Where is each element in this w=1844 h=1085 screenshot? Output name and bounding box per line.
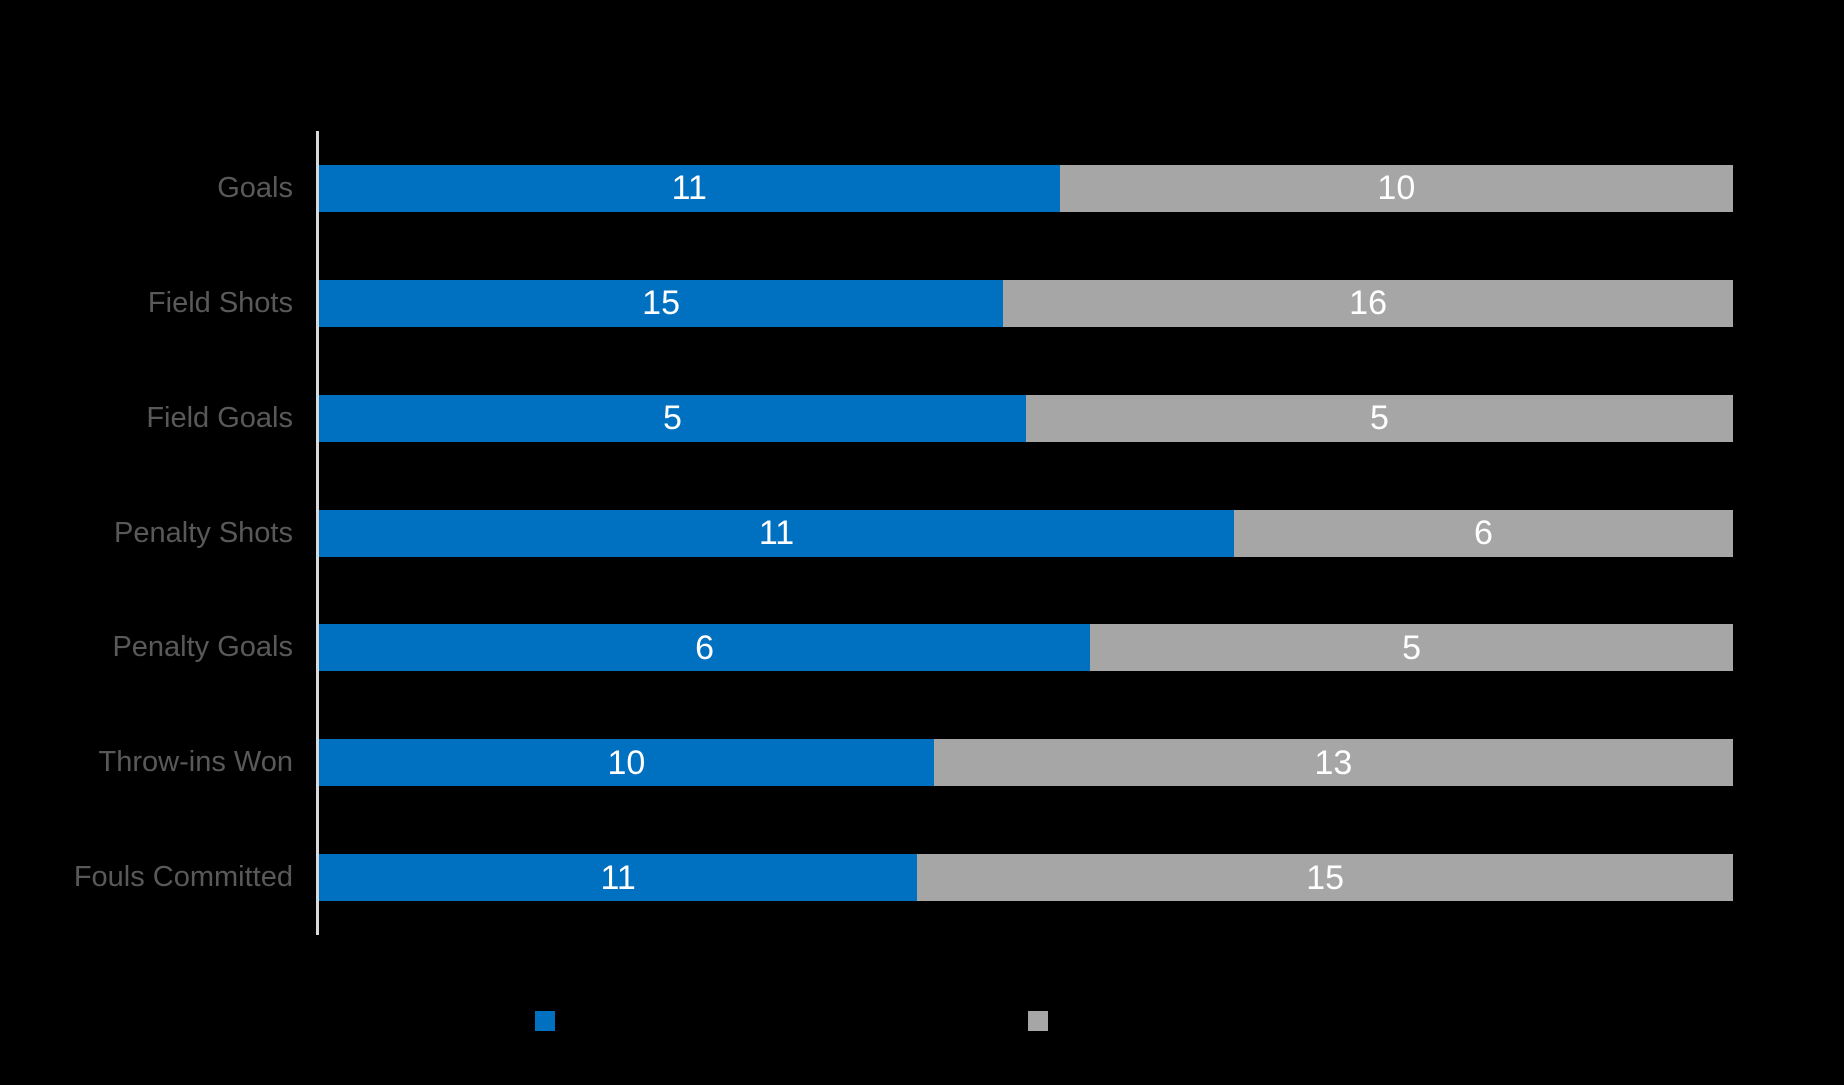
bar-rows: Goals 11 10 Field Shots 15 16 Field Goal… bbox=[74, 131, 1733, 935]
category-label: Goals bbox=[217, 171, 293, 204]
chart-row: Goals 11 10 bbox=[217, 131, 1733, 246]
legend-marker-gray-icon bbox=[1028, 1011, 1048, 1031]
value-label-gray: 5 bbox=[1370, 399, 1389, 438]
value-label-blue: 6 bbox=[695, 628, 715, 667]
value-label-blue: 11 bbox=[600, 858, 636, 897]
category-label: Penalty Shots bbox=[114, 516, 293, 549]
bar-segment-blue: 11 bbox=[319, 509, 1234, 557]
bar-segment-gray: 16 bbox=[1003, 279, 1733, 327]
chart-row: Penalty Goals 6 5 bbox=[112, 590, 1733, 705]
value-label-blue: 10 bbox=[607, 743, 646, 782]
category-label: Penalty Goals bbox=[112, 631, 293, 664]
category-label: Throw-ins Won bbox=[98, 746, 293, 779]
bar-segment-gray: 10 bbox=[1059, 164, 1733, 212]
value-label-gray: 5 bbox=[1402, 628, 1422, 667]
legend-marker-blue-icon bbox=[535, 1011, 555, 1031]
bar-segment-gray: 5 bbox=[1026, 394, 1733, 442]
plot-area: Goals 11 10 Field Shots 15 16 Field Goal… bbox=[74, 131, 1733, 935]
value-label-gray: 13 bbox=[1314, 743, 1353, 782]
chart-row: Penalty Shots 11 6 bbox=[114, 476, 1733, 591]
bar-segment-blue: 6 bbox=[319, 624, 1091, 672]
bar-track: 11 15 bbox=[319, 854, 1733, 902]
bar-segment-blue: 11 bbox=[319, 164, 1060, 212]
category-label: Field Goals bbox=[146, 401, 293, 434]
legend bbox=[0, 1011, 1844, 1031]
value-label-blue: 11 bbox=[758, 514, 795, 552]
value-label-blue: 11 bbox=[671, 169, 707, 208]
bar-segment-gray: 5 bbox=[1090, 624, 1733, 672]
bar-segment-blue: 10 bbox=[319, 739, 934, 787]
bar-segment-blue: 15 bbox=[319, 279, 1004, 327]
chart-row: Field Shots 15 16 bbox=[148, 246, 1733, 361]
bar-track: 15 16 bbox=[319, 279, 1733, 327]
bar-segment-gray: 13 bbox=[933, 739, 1733, 787]
value-label-gray: 16 bbox=[1349, 284, 1387, 323]
value-label-gray: 6 bbox=[1474, 514, 1493, 552]
bar-track: 6 5 bbox=[319, 624, 1733, 672]
chart-row: Field Goals 5 5 bbox=[146, 361, 1733, 476]
chart-row: Throw-ins Won 10 13 bbox=[99, 705, 1733, 820]
value-label-blue: 5 bbox=[663, 399, 682, 438]
category-label: Fouls Committed bbox=[73, 861, 293, 894]
bar-track: 11 6 bbox=[319, 509, 1733, 557]
bar-track: 11 10 bbox=[319, 164, 1733, 212]
value-label-gray: 15 bbox=[1306, 858, 1345, 897]
value-label-blue: 15 bbox=[642, 284, 680, 323]
bar-segment-blue: 5 bbox=[319, 394, 1026, 442]
y-axis-line bbox=[316, 131, 319, 935]
chart-row: Fouls Committed 11 15 bbox=[74, 820, 1733, 935]
bar-segment-gray: 6 bbox=[1233, 509, 1733, 557]
bar-track: 10 13 bbox=[319, 739, 1733, 787]
category-label: Field Shots bbox=[147, 286, 293, 319]
bar-segment-gray: 15 bbox=[917, 854, 1733, 902]
bar-track: 5 5 bbox=[319, 394, 1733, 442]
bar-segment-blue: 11 bbox=[319, 854, 918, 902]
value-label-gray: 10 bbox=[1377, 169, 1416, 208]
